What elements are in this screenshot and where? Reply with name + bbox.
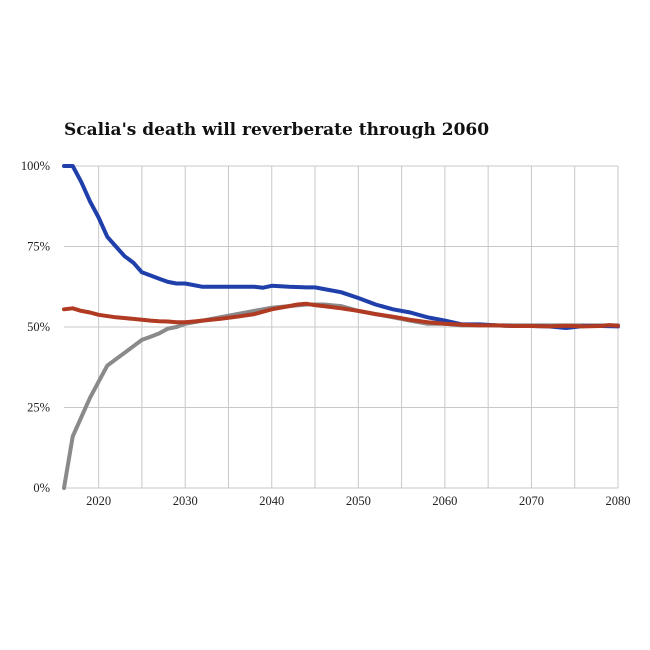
x-tick-label: 2030 bbox=[173, 494, 198, 508]
x-tick-label: 2040 bbox=[259, 494, 284, 508]
y-tick-label: 75% bbox=[27, 240, 50, 254]
y-tick-label: 100% bbox=[21, 159, 50, 173]
chart-title: Scalia's death will reverberate through … bbox=[64, 120, 490, 140]
series-line-3 bbox=[62, 301, 620, 329]
y-tick-label: 25% bbox=[27, 401, 50, 415]
series-line-1 bbox=[62, 302, 620, 490]
x-tick-label: 2070 bbox=[519, 494, 544, 508]
x-tick-label: 2060 bbox=[432, 494, 457, 508]
y-tick-label: 50% bbox=[27, 320, 50, 334]
y-tick-label: 0% bbox=[33, 481, 50, 495]
grid-lines bbox=[64, 165, 619, 489]
series-lines bbox=[62, 164, 620, 490]
x-tick-label: 2020 bbox=[86, 494, 111, 508]
x-tick-label: 2050 bbox=[346, 494, 371, 508]
x-tick-label: 2080 bbox=[606, 494, 631, 508]
x-axis-tick-labels: 2020 2030 2040 2050 2060 2070 2080 bbox=[86, 494, 630, 508]
y-axis-tick-labels: 0% 25% 50% 75% 100% bbox=[21, 159, 50, 495]
